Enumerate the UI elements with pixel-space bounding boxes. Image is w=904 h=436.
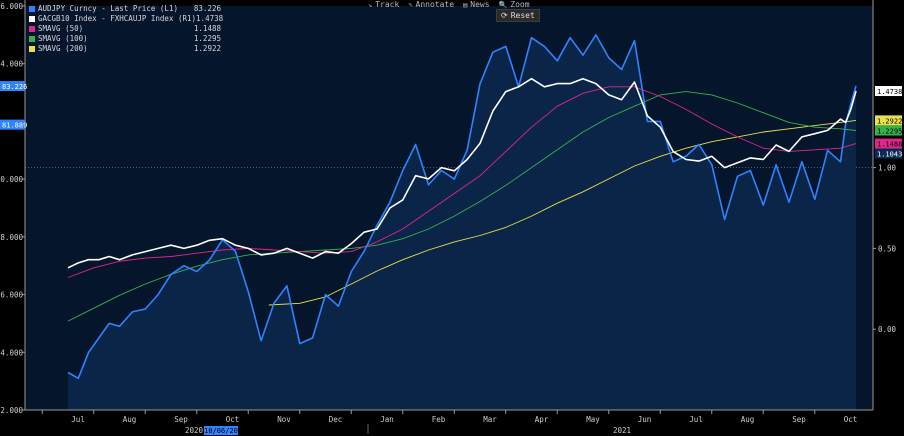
news-button[interactable]: ▤ News — [463, 0, 489, 9]
left-axis-tick-label: 86.000 — [0, 2, 23, 11]
track-button[interactable]: ↘ Track — [368, 0, 399, 9]
series-line-smavg-200[interactable] — [268, 119, 857, 306]
right-value-tag-label: 1.4738 — [877, 88, 902, 96]
legend-label: GACGB10 Index - FXHCAUJP Index (R1) — [38, 14, 197, 23]
plot-area[interactable] — [25, 6, 873, 411]
right-value-tag — [875, 148, 902, 159]
left-axis-tick-label: 78.000 — [0, 233, 23, 242]
cursor-date-tag[interactable] — [204, 426, 238, 435]
left-value-tag-label: 83.226 — [2, 83, 27, 91]
legend-value: 1.4738 — [196, 14, 224, 23]
left-axis-tick-label: 74.000 — [0, 348, 23, 357]
annotate-button[interactable]: ✎ Annotate — [408, 0, 454, 9]
annotate-icon: ✎ — [408, 0, 413, 9]
left-axis-tick-label: 84.000 — [0, 60, 23, 69]
x-axis-tick-label-jun: Jun — [638, 415, 652, 424]
legend-item-audjpy[interactable]: AUDJPY Curncy - Last Price (L1) 83.226 — [29, 4, 221, 14]
legend-value: 83.226 — [193, 4, 221, 13]
news-label: News — [470, 0, 490, 9]
left-axis-tick-label: 76.000 — [0, 291, 23, 300]
legend-label: SMAVG (200) — [38, 44, 88, 53]
right-value-tag — [875, 86, 902, 97]
right-axis-tick-label: 1.00 — [878, 164, 897, 173]
legend-label: AUDJPY Curncy - Last Price (L1) — [38, 4, 178, 13]
legend-swatch — [29, 46, 35, 52]
news-icon: ▤ — [463, 0, 468, 9]
zoom-button[interactable]: 🔍 Zoom — [499, 0, 530, 9]
legend: AUDJPY Curncy - Last Price (L1) 83.226 G… — [29, 4, 224, 54]
right-value-tag — [875, 115, 902, 126]
legend-swatch — [29, 36, 35, 42]
legend-value: 1.2922 — [193, 44, 221, 53]
x-axis-tick-label-sep: Sep — [174, 415, 188, 424]
left-axis-tick-label: 80.000 — [0, 175, 23, 184]
right-value-tag — [875, 125, 902, 136]
legend-item-smavg-50[interactable]: SMAVG (50) 1.1488 — [29, 24, 221, 34]
legend-swatch — [29, 6, 35, 12]
right-value-tag — [875, 138, 902, 149]
left-value-tag-label: 81.889 — [2, 122, 27, 130]
legend-item-spread[interactable]: GACGB10 Index - FXHCAUJP Index (R1) 1.47… — [29, 14, 224, 24]
series-line-smavg-50[interactable] — [67, 86, 857, 278]
series-line-smavg-100[interactable] — [67, 91, 857, 322]
reset-label: Reset — [510, 11, 535, 20]
x-axis-tick-label-aug: Aug — [123, 415, 137, 424]
series-line-gacgb10-index-fxhcaujp-index-r1[interactable] — [67, 77, 857, 269]
x-axis-tick-label-oct: Oct — [226, 415, 240, 424]
right-value-tag-label: 1.1488 — [877, 141, 902, 149]
left-value-tag — [0, 119, 25, 130]
x-axis-tick-label-may: May — [586, 415, 600, 424]
legend-value: 1.2295 — [193, 34, 221, 43]
right-axis-tick-label: 0.50 — [878, 244, 897, 253]
track-label: Track — [375, 0, 400, 9]
legend-item-smavg-200[interactable]: SMAVG (200) 1.2922 — [29, 44, 221, 54]
x-axis-tick-label-oct: Oct — [844, 415, 858, 424]
right-axis-tick-label: 0.00 — [878, 325, 897, 334]
series-line-audjpy-curncy-last-price-l1[interactable] — [67, 34, 857, 380]
x-axis-tick-label-aug: Aug — [741, 415, 755, 424]
x-axis-tick-label-jan: Jan — [380, 415, 394, 424]
right-value-tag-label: 1.2922 — [877, 117, 902, 125]
x-axis-tick-label-apr: Apr — [535, 415, 549, 424]
legend-label: SMAVG (100) — [38, 34, 88, 43]
x-axis-tick-label-dec: Dec — [329, 415, 343, 424]
x-axis-year-label-2020: 2020 — [185, 426, 204, 435]
zoom-icon: 🔍 — [498, 0, 508, 9]
series-area-audjpy-curncy-last-price-l1 — [68, 34, 856, 411]
x-axis-tick-label-feb: Feb — [432, 415, 446, 424]
reset-icon: ⟳ — [501, 11, 508, 20]
legend-swatch — [29, 26, 35, 32]
reset-button[interactable]: ⟳ Reset — [496, 9, 540, 22]
x-axis-tick-label-jul: Jul — [689, 415, 703, 424]
right-value-tag-label: 1.2295 — [877, 128, 902, 136]
legend-label: SMAVG (50) — [38, 24, 84, 33]
annotate-label: Annotate — [415, 0, 455, 9]
zoom-label: Zoom — [510, 0, 530, 9]
left-value-tag — [0, 81, 25, 92]
right-value-tag-label: 1.1043 — [877, 151, 902, 159]
legend-swatch — [29, 16, 35, 22]
track-icon: ↘ — [368, 0, 373, 9]
x-axis-tick-label-jul: Jul — [71, 415, 85, 424]
chart-toolbar: ↘ Track ✎ Annotate ▤ News 🔍 Zoom ⟳ Reset — [368, 0, 548, 22]
x-axis-year-label-2021: 2021 — [613, 426, 631, 435]
x-axis-tick-label-mar: Mar — [483, 415, 497, 424]
legend-value: 1.1488 — [193, 24, 221, 33]
x-axis-tick-label-nov: Nov — [277, 415, 291, 424]
left-axis-tick-label: 72.000 — [0, 406, 23, 415]
x-axis-tick-label-sep: Sep — [792, 415, 806, 424]
legend-item-smavg-100[interactable]: SMAVG (100) 1.2295 — [29, 34, 221, 44]
cursor-date-label: 10/06/20 — [204, 427, 238, 435]
